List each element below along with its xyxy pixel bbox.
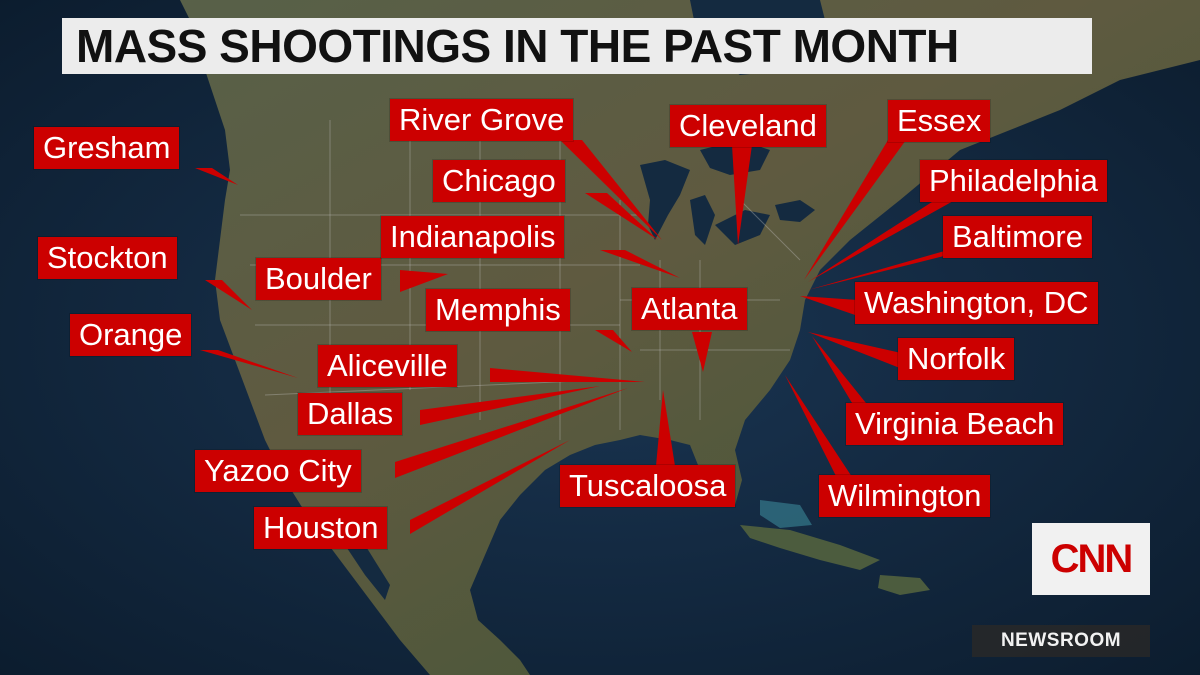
headline-banner: MASS SHOOTINGS IN THE PAST MONTH (62, 18, 1092, 74)
leader-boulder (400, 270, 448, 292)
leader-norfolk (808, 332, 910, 372)
leader-wilmington (785, 375, 854, 480)
label-indianapolis: Indianapolis (381, 216, 565, 258)
leader-indianapolis (600, 250, 680, 278)
leader-memphis (595, 330, 632, 352)
label-houston: Houston (254, 507, 388, 549)
leader-chicago (585, 193, 658, 240)
label-river-grove: River Grove (390, 99, 574, 141)
label-gresham: Gresham (34, 127, 180, 169)
label-baltimore: Baltimore (943, 216, 1092, 258)
label-orange: Orange (70, 314, 192, 356)
label-philadelphia: Philadelphia (920, 160, 1107, 202)
cnn-logo: CNN (1032, 523, 1150, 595)
label-norfolk: Norfolk (898, 338, 1015, 380)
label-virginia-beach: Virginia Beach (846, 403, 1064, 445)
leader-orange (200, 350, 298, 378)
label-tuscaloosa: Tuscaloosa (560, 465, 736, 507)
label-atlanta: Atlanta (632, 288, 747, 330)
label-wilmington: Wilmington (819, 475, 991, 517)
leader-baltimore (808, 250, 968, 290)
leader-gresham (195, 168, 238, 185)
leader-yazoo-city (395, 388, 628, 478)
leader-essex (804, 140, 906, 280)
cnn-logo-text: CNN (1050, 537, 1134, 581)
leader-houston (410, 440, 570, 534)
cuba (740, 525, 880, 570)
label-washington-dc: Washington, DC (855, 282, 1098, 324)
leader-river-grove (560, 140, 662, 240)
program-bug: NEWSROOM (972, 625, 1150, 657)
leader-cleveland (732, 145, 752, 245)
leader-aliceville (490, 368, 645, 382)
label-chicago: Chicago (433, 160, 565, 202)
label-essex: Essex (888, 100, 991, 142)
label-dallas: Dallas (298, 393, 403, 435)
leader-tuscaloosa (656, 390, 675, 466)
leader-philadelphia (808, 200, 955, 282)
label-yazoo-city: Yazoo City (195, 450, 361, 492)
leader-atlanta (692, 332, 712, 372)
leader-stockton (205, 280, 252, 310)
label-memphis: Memphis (426, 289, 570, 331)
label-boulder: Boulder (256, 258, 381, 300)
label-aliceville: Aliceville (318, 345, 457, 387)
label-stockton: Stockton (38, 237, 177, 279)
leader-washington-dc (800, 296, 858, 316)
leader-dallas (420, 386, 600, 425)
leader-virginia-beach (812, 336, 870, 408)
label-cleveland: Cleveland (670, 105, 826, 147)
